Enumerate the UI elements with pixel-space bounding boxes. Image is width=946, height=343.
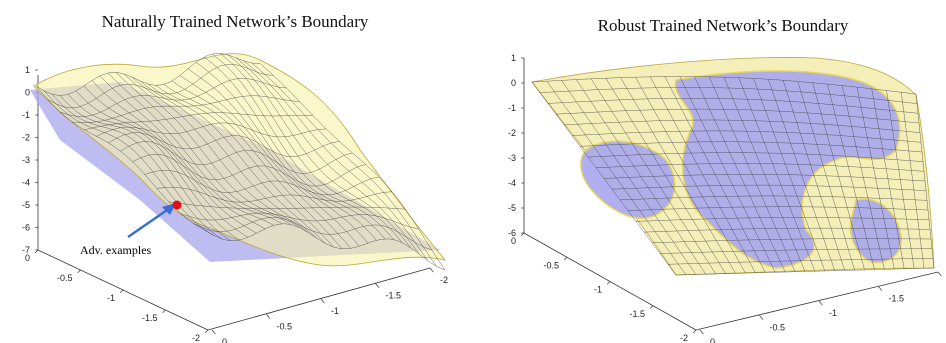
right-z-tick-label: -1	[508, 103, 516, 113]
left-y-tick-label: -1.5	[386, 291, 402, 301]
right-y-tick-mark	[819, 301, 823, 305]
left-y-tick-label: -2	[440, 275, 448, 285]
left-x-tick-label: -2	[192, 333, 200, 343]
left-x-tick-label: -1	[107, 293, 115, 303]
left-y-tick-label: -0.5	[277, 322, 293, 332]
right-z-tick-label: -2	[508, 128, 516, 138]
right-x-tick-label: 0	[511, 236, 516, 246]
adv-example-arrow	[128, 208, 170, 237]
left-y-tick-mark	[430, 268, 434, 272]
right-y-ticks: 0-0.5-1-1.5-2	[700, 272, 946, 343]
left-x-tick-mark	[78, 270, 81, 273]
right-x-tick-label: -1.5	[629, 309, 645, 319]
right-z-tick-label: -5	[508, 203, 516, 213]
adv-examples-label: Adv. examples	[80, 243, 152, 257]
left-y-tick-label: -1	[331, 306, 339, 316]
left-x-tick-label: -0.5	[57, 273, 73, 283]
right-y-tick-label: -1.5	[889, 294, 905, 304]
left-z-tick-label: 0	[25, 88, 30, 98]
left-z-tick-label: 1	[25, 65, 30, 75]
right-x-tick-mark	[650, 306, 653, 309]
left-z-tick-label: -2	[22, 133, 30, 143]
robust-boundary-plot: 1 0 -1 -2 -3 -4 -5 -6 0 -0.5 -1 -1.5 -2 0 -0.5 -1 -1.5…	[476, 0, 946, 343]
right-x-tick-mark	[607, 282, 610, 285]
right-x-tick-label: -2	[680, 333, 688, 343]
left-z-tick-label: -6	[22, 223, 30, 233]
right-z-tick-label: 1	[511, 53, 516, 63]
right-y-tick-mark	[700, 330, 704, 334]
right-z-tick-label: -3	[508, 153, 516, 163]
left-z-tick-label: -1	[22, 110, 30, 120]
right-z-tick-label: 0	[511, 78, 516, 88]
left-y-tick-mark	[212, 330, 216, 334]
left-x-ticks: 0 -0.5 -1 -1.5 -2	[25, 250, 208, 343]
left-x-tick-label: -1.5	[142, 313, 158, 323]
right-y-tick-mark	[938, 272, 942, 276]
right-x-tick-mark	[564, 257, 567, 260]
right-x-tick-label: -0.5	[543, 260, 559, 270]
left-y-tick-label: 0	[222, 337, 227, 343]
right-y-tick-mark	[879, 287, 883, 291]
right-z-tick-label: -4	[508, 178, 516, 188]
right-y-tick-label: 0	[710, 337, 715, 343]
right-x-tick-mark	[693, 330, 696, 333]
left-x-tick-mark	[163, 310, 166, 313]
right-y-tick-label: -0.5	[770, 323, 786, 333]
robust-boundary-panel: Robust Trained Network’s Boundary 1 0 -1 -2…	[476, 0, 946, 343]
right-x-tick-mark	[521, 233, 524, 236]
left-x-tick-mark	[120, 290, 123, 293]
right-y-tick-label: -1	[829, 308, 837, 318]
left-x-tick-label: 0	[25, 253, 30, 263]
left-y-tick-mark	[376, 284, 380, 288]
left-x-tick-mark	[35, 250, 38, 253]
left-z-tick-label: -4	[22, 178, 30, 188]
left-z-tick-label: -5	[22, 200, 30, 210]
left-y-tick-mark	[321, 299, 325, 303]
left-y-tick-mark	[267, 315, 271, 319]
left-y-ticks: 0 -0.5 -1 -1.5 -2	[212, 268, 448, 343]
right-y-tick-mark	[760, 316, 764, 320]
right-z-ticks: 1 0 -1 -2 -3 -4 -5 -6	[508, 53, 524, 238]
adv-example-marker	[173, 201, 182, 210]
natural-boundary-plot: 1 0 -1 -2 -3 -4 -5 -6 -7 0 -0.5 -1 -1.5 -2 0 -0.5 -1 -1…	[0, 0, 470, 343]
right-x-tick-label: -1	[594, 285, 602, 295]
left-z-tick-label: -3	[22, 155, 30, 165]
left-x-tick-mark	[205, 330, 208, 333]
